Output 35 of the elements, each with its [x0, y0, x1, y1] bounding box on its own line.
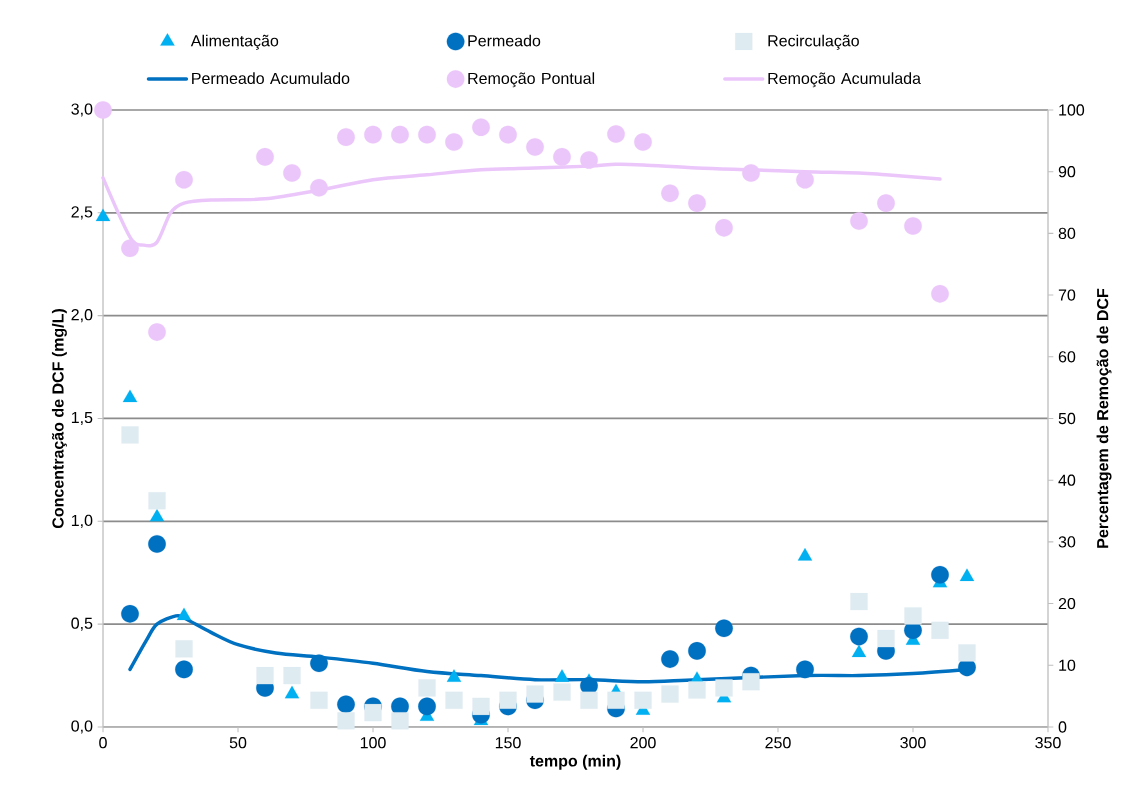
legend-label: Remoção Pontual [468, 72, 595, 88]
legend-label: Permeado [468, 34, 541, 47]
legend-label: Recirculação [768, 34, 859, 50]
x-tick-label: 200 [630, 737, 656, 749]
y-tick-label: 0,5 [71, 617, 93, 631]
x-tick-label: 350 [1035, 737, 1061, 749]
x-tick-label: 50 [229, 737, 247, 749]
y2-tick-label: 0 [1058, 721, 1067, 733]
y2-tick-label: 40 [1058, 474, 1076, 486]
y2-tick-label: 20 [1058, 597, 1076, 610]
y-tick-label: 1,5 [71, 411, 93, 426]
y-tick-label: 3,0 [71, 103, 93, 117]
y2-tick-label: 30 [1058, 536, 1076, 548]
x-tick-label: 150 [495, 737, 521, 749]
x-tick-label: 100 [360, 737, 386, 749]
legend-label: Permeado Acumulado [192, 72, 350, 85]
y2-tick-label: 80 [1058, 227, 1076, 240]
x-tick-label: 250 [765, 737, 791, 749]
x-tick-label: 300 [900, 737, 926, 749]
y2-tick-label: 100 [1059, 104, 1085, 116]
y-tick-label: 2,0 [71, 309, 93, 323]
x-axis-title: tempo (min) [529, 754, 621, 770]
y-tick-label: 1,0 [71, 514, 93, 528]
y2-tick-label: 60 [1058, 351, 1076, 363]
y2-tick-label: 70 [1058, 289, 1076, 301]
y2-tick-label: 50 [1058, 412, 1076, 425]
y2-tick-label: 10 [1059, 659, 1076, 671]
x-tick-label: 0 [99, 737, 107, 749]
legend-label: Alimentação [190, 34, 279, 50]
y2-tick-label: 90 [1058, 166, 1076, 178]
y2-axis-title: Percentagem de Remoção de DCF [1096, 288, 1112, 548]
y-axis-title: Concentração de DCF (mg/L) [51, 309, 67, 529]
y-tick-label: 0,0 [71, 720, 93, 734]
y-tick-label: 2,5 [71, 206, 93, 220]
legend-label: Remoção Acumulada [768, 72, 921, 88]
